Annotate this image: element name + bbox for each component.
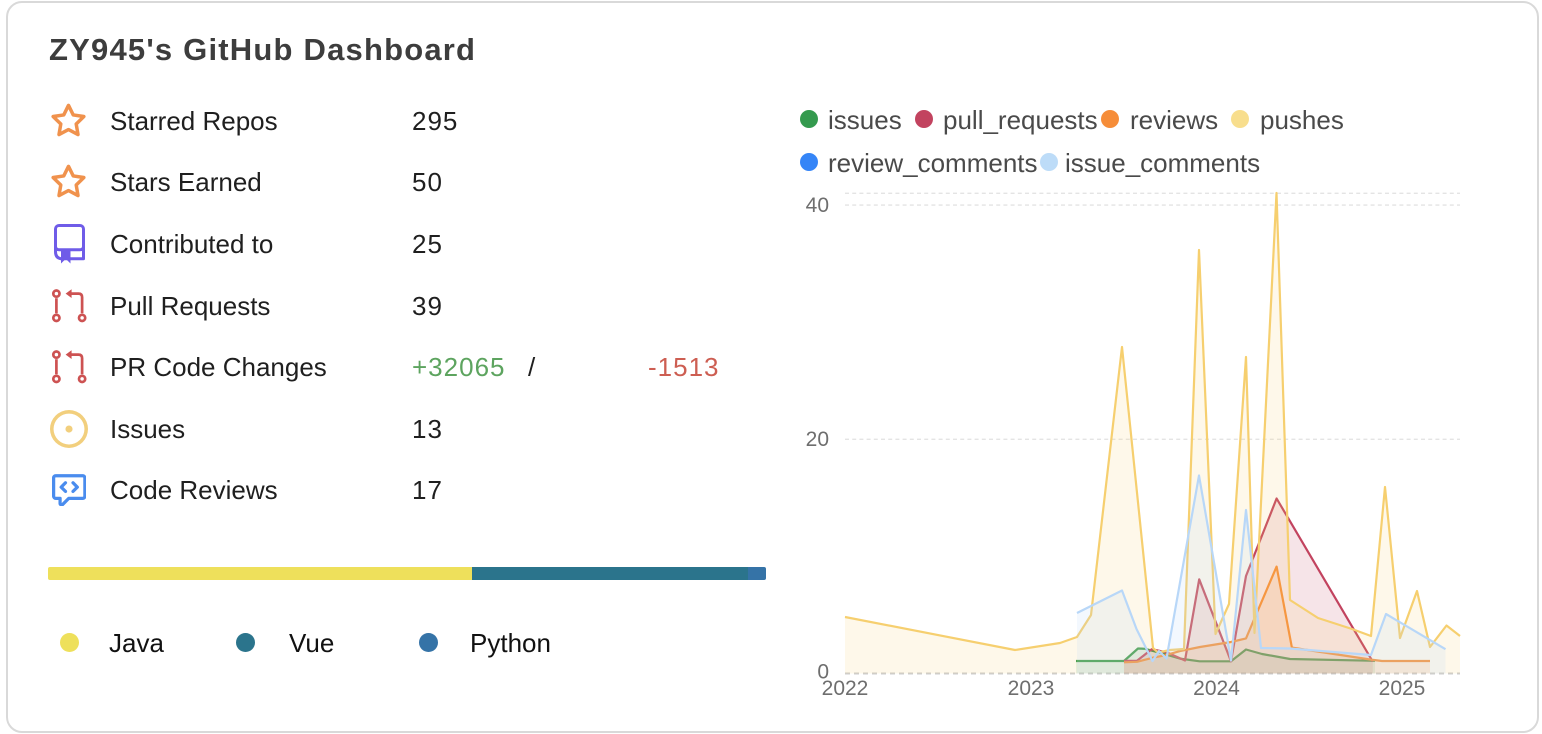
svg-text:2023: 2023 (1008, 677, 1055, 700)
svg-text:0: 0 (817, 661, 829, 684)
svg-text:20: 20 (806, 428, 829, 451)
svg-text:2022: 2022 (822, 677, 869, 700)
svg-text:2025: 2025 (1379, 677, 1426, 700)
svg-text:40: 40 (806, 194, 829, 217)
svg-text:2024: 2024 (1193, 677, 1240, 700)
